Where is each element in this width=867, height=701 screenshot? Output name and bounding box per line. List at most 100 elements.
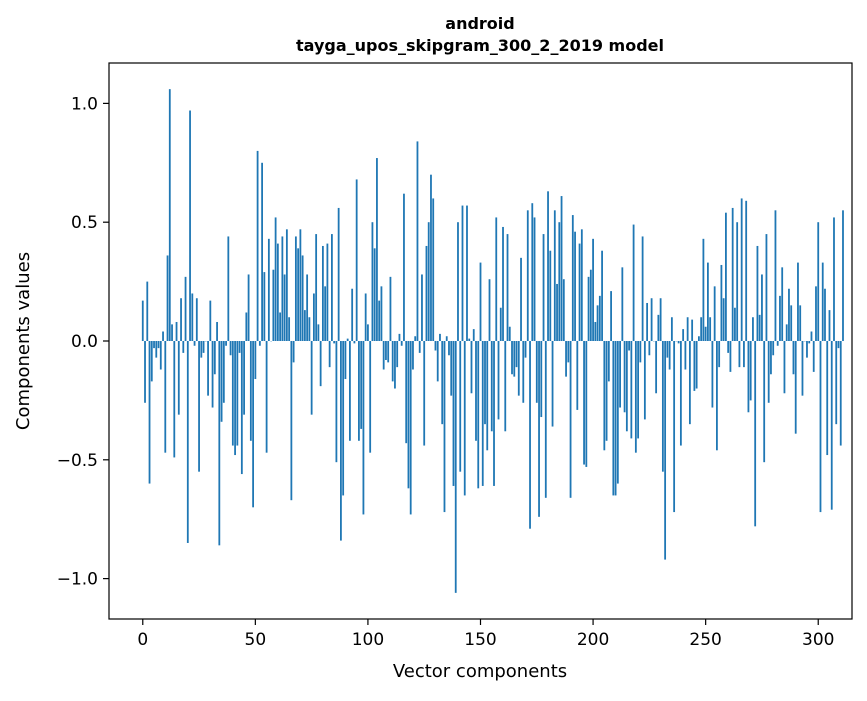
bar	[680, 341, 682, 446]
bar	[320, 341, 322, 386]
y-tick-label: −0.5	[57, 451, 98, 471]
bar	[657, 315, 659, 341]
bar	[635, 341, 637, 453]
bar	[689, 341, 691, 424]
bar	[534, 217, 536, 341]
bar	[360, 341, 362, 429]
bar	[799, 305, 801, 341]
bar	[336, 341, 338, 462]
bar	[453, 341, 455, 486]
bar	[250, 341, 252, 441]
bar	[412, 341, 414, 370]
bar	[441, 341, 443, 424]
bar	[806, 341, 808, 358]
bar	[655, 341, 657, 393]
bar	[739, 341, 741, 367]
bar	[401, 341, 403, 346]
bar	[552, 341, 554, 427]
bar	[155, 341, 157, 358]
bar	[741, 198, 743, 341]
bar	[594, 322, 596, 341]
bar	[608, 341, 610, 381]
bar	[284, 274, 286, 341]
bar	[279, 312, 281, 341]
bar	[745, 201, 747, 341]
bar	[182, 341, 184, 353]
bar	[471, 341, 473, 393]
bar	[405, 341, 407, 443]
bar	[777, 341, 779, 346]
bar	[428, 222, 430, 341]
bar	[259, 341, 261, 346]
bar	[245, 312, 247, 341]
bar	[547, 191, 549, 341]
bar	[558, 222, 560, 341]
bar	[473, 329, 475, 341]
bar	[684, 341, 686, 370]
bar	[736, 222, 738, 341]
bar	[842, 210, 844, 341]
bar	[180, 298, 182, 341]
bar	[196, 298, 198, 341]
bar	[556, 284, 558, 341]
bar	[597, 305, 599, 341]
bar	[281, 236, 283, 341]
bar	[648, 341, 650, 355]
bar	[621, 267, 623, 341]
bar	[342, 341, 344, 495]
bar	[808, 341, 810, 343]
bar	[612, 341, 614, 495]
bar	[185, 277, 187, 341]
bar	[297, 248, 299, 341]
bar	[363, 341, 365, 514]
bar	[540, 341, 542, 417]
bar	[795, 341, 797, 434]
bar	[567, 341, 569, 362]
bar	[509, 327, 511, 341]
bar	[317, 324, 319, 341]
bar	[572, 215, 574, 341]
bar	[486, 341, 488, 450]
bar	[754, 341, 756, 526]
bar	[455, 341, 457, 593]
bar	[727, 341, 729, 353]
bar	[176, 322, 178, 341]
bar	[687, 317, 689, 341]
bar	[565, 341, 567, 377]
y-tick-label: 0.5	[71, 213, 98, 233]
bar	[164, 341, 166, 453]
bar	[221, 341, 223, 422]
bar	[759, 315, 761, 341]
bar	[169, 89, 171, 341]
bar	[410, 341, 412, 514]
bar	[671, 317, 673, 341]
bar	[646, 303, 648, 341]
bar	[378, 301, 380, 341]
bar	[394, 341, 396, 389]
bar	[797, 263, 799, 341]
bar	[518, 341, 520, 396]
bar	[349, 341, 351, 441]
bar	[549, 251, 551, 341]
bar	[146, 282, 148, 341]
chart-title-line-2: tayga_upos_skipgram_300_2_2019 model	[296, 36, 664, 55]
bar	[790, 305, 792, 341]
bar	[268, 239, 270, 341]
bar	[520, 258, 522, 341]
bar	[705, 327, 707, 341]
bar	[369, 341, 371, 453]
bar	[223, 341, 225, 403]
bar	[327, 244, 329, 341]
bar	[426, 246, 428, 341]
bar	[504, 341, 506, 431]
bar	[696, 341, 698, 389]
bar	[734, 308, 736, 341]
y-axis-label: Components values	[13, 252, 34, 430]
bar	[475, 341, 477, 441]
bar	[392, 341, 394, 381]
bar	[678, 341, 680, 343]
bar	[498, 341, 500, 419]
bar	[590, 270, 592, 341]
bar	[241, 341, 243, 474]
